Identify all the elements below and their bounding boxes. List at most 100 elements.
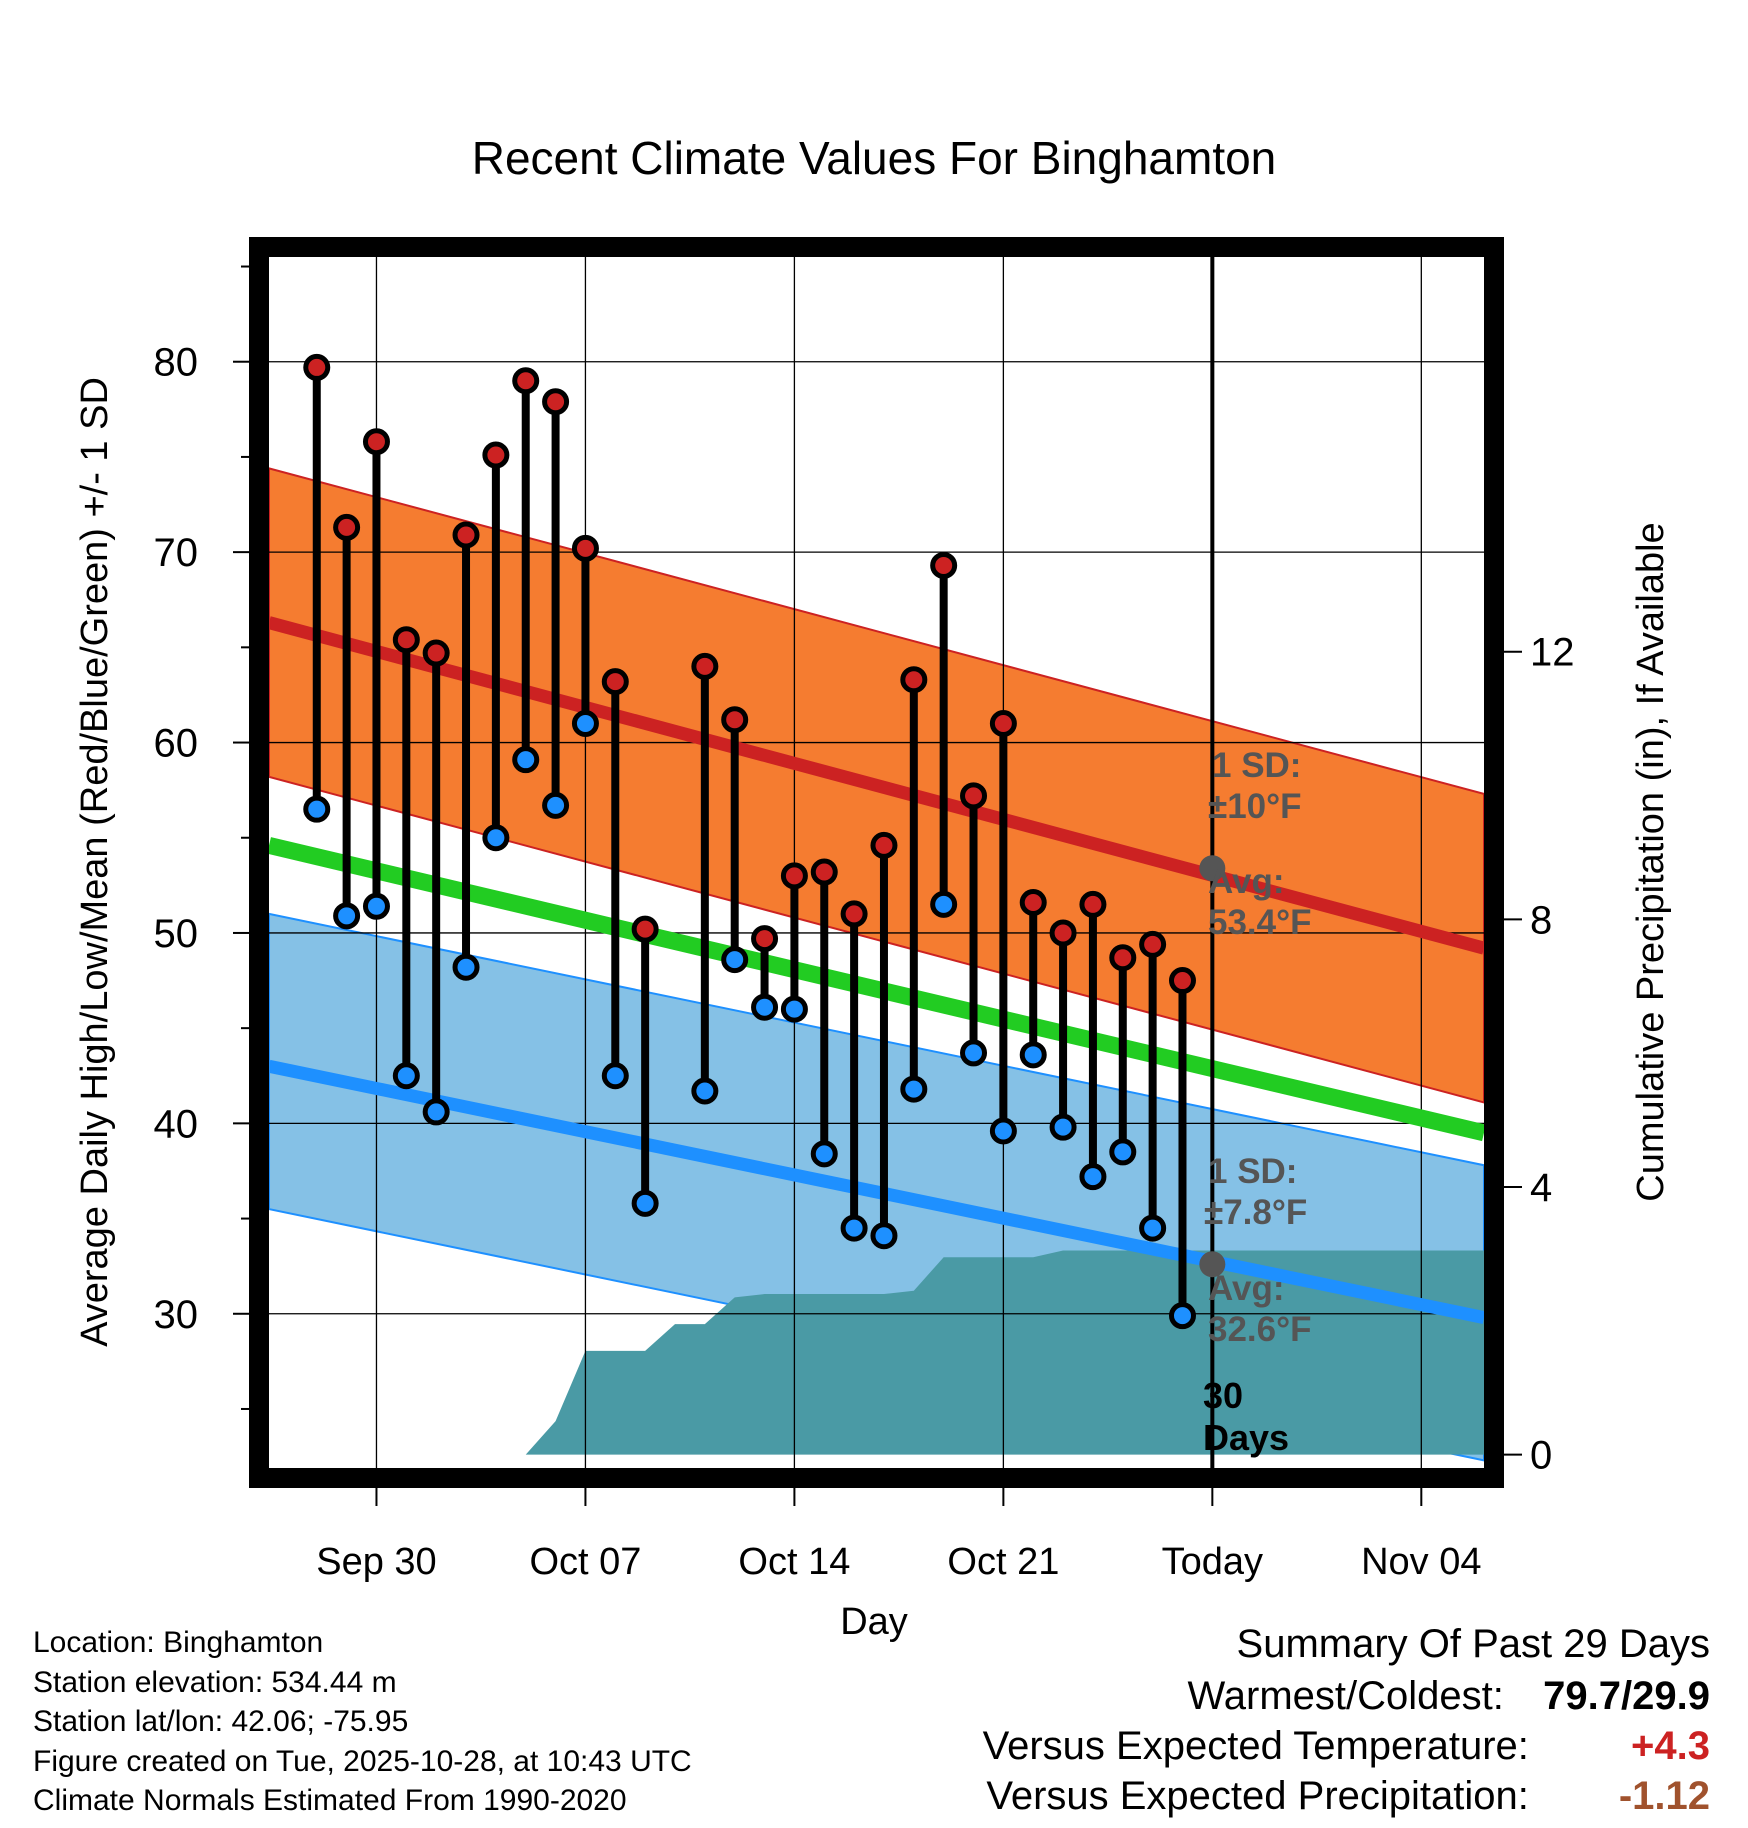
daily-high-point (960, 782, 988, 810)
today-average-markers (1199, 855, 1226, 1278)
daily-high-point (303, 353, 331, 381)
daily-high-point (751, 925, 779, 953)
y-tick-label: 50 (154, 912, 199, 956)
daily-low-point (422, 1098, 450, 1126)
y-tick-label: 80 (154, 341, 199, 385)
daily-low-point (482, 824, 510, 852)
annotation-low-avg-label: Avg: (1208, 1269, 1284, 1308)
info-latlon: Station lat/lon: 42.06; -75.95 (33, 1705, 409, 1738)
daily-points (303, 353, 1196, 1330)
daily-high-point (333, 513, 361, 541)
annotation-low-sd-label: 1 SD: (1208, 1152, 1297, 1191)
summary-precip-label: Versus Expected Precipitation: (986, 1774, 1529, 1818)
summary-precip: Versus Expected Precipitation: -1.12 (986, 1776, 1710, 1816)
y-tick-label: 40 (154, 1102, 199, 1146)
daily-high-point (930, 551, 958, 579)
today-low-average-marker (1199, 1251, 1226, 1278)
daily-low-point (542, 791, 570, 819)
daily-low-point (989, 1117, 1017, 1145)
daily-low-point (1079, 1163, 1107, 1191)
x-axis-label: Day (840, 1601, 908, 1643)
daily-high-point (1049, 919, 1077, 947)
annotation-low-sd-value: ±7.8°F (1204, 1193, 1307, 1232)
summary-temp: Versus Expected Temperature: +4.3 (983, 1726, 1710, 1766)
daily-high-point (870, 831, 898, 859)
daily-low-point (810, 1140, 838, 1168)
today-high-average-marker (1199, 855, 1226, 882)
annotation-high-avg-label: Avg: (1208, 862, 1284, 901)
annotation-window-number: 30 (1203, 1375, 1243, 1416)
summary-warm-cold-value: 79.7/29.9 (1543, 1674, 1710, 1718)
daily-high-point (601, 668, 629, 696)
info-location: Location: Binghamton (33, 1626, 324, 1659)
daily-low-point (362, 892, 390, 920)
daily-high-point (1139, 930, 1167, 958)
annotation-high-avg-value: 53.4°F (1208, 903, 1312, 942)
daily-low-point (780, 995, 808, 1023)
annotation-high-sd-value: ±10°F (1208, 787, 1302, 826)
daily-high-point (512, 367, 540, 395)
daily-low-point (631, 1189, 659, 1217)
daily-high-point (542, 388, 570, 416)
daily-high-point (1019, 888, 1047, 916)
daily-high-point (571, 534, 599, 562)
daily-high-point (810, 858, 838, 886)
annotation-high-sd-label: 1 SD: (1212, 746, 1301, 785)
daily-low-point (1019, 1041, 1047, 1069)
daily-low-point (452, 953, 480, 981)
x-tick-label: Oct 21 (947, 1541, 1059, 1583)
daily-high-point (1109, 944, 1137, 972)
daily-low-point (1139, 1214, 1167, 1242)
summary-temp-label: Versus Expected Temperature: (982, 1724, 1529, 1768)
daily-high-point (989, 710, 1017, 738)
plot-frame (249, 237, 1504, 1488)
normal-low-line (267, 1059, 1486, 1324)
daily-low-point (392, 1062, 420, 1090)
daily-low-point (691, 1077, 719, 1105)
daily-low-point (1168, 1302, 1196, 1330)
daily-low-point (571, 710, 599, 738)
y-tick-label: 30 (154, 1293, 199, 1337)
summary-warm-cold-label: Warmest/Coldest: (1187, 1674, 1504, 1718)
daily-low-point (960, 1039, 988, 1067)
y-tick-label: 60 (154, 722, 199, 766)
normal-high-line (267, 616, 1486, 955)
daily-low-point (751, 993, 779, 1021)
daily-low-point (870, 1222, 898, 1250)
daily-high-point (721, 706, 749, 734)
daily-high-point (780, 862, 808, 890)
daily-high-point (482, 441, 510, 469)
daily-low-point (930, 890, 958, 918)
daily-high-point (691, 652, 719, 680)
y-axis-label: Average Daily High/Low/Mean (Red/Blue/Gr… (74, 377, 116, 1347)
daily-high-point (631, 915, 659, 943)
annotation-low-avg-value: 32.6°F (1208, 1310, 1312, 1349)
x-tick-label: Nov 04 (1361, 1541, 1481, 1583)
daily-low-point (333, 902, 361, 930)
daily-low-point (1109, 1138, 1137, 1166)
daily-low-point (721, 946, 749, 974)
summary-heading: Summary Of Past 29 Days (1236, 1622, 1710, 1666)
summary-warm-cold: Warmest/Coldest: 79.7/29.9 (1188, 1676, 1711, 1716)
normal-lines (267, 616, 1486, 1324)
daily-low-point (840, 1214, 868, 1242)
daily-low-point (900, 1075, 928, 1103)
axes: 30 40 50 60 70 80 0 4 8 12 Sep 30 Oct 07 Oct 14 Oct 2… (154, 265, 1575, 1583)
daily-low-point (1049, 1113, 1077, 1141)
daily-high-point (452, 521, 480, 549)
y2-tick-label: 12 (1530, 631, 1575, 675)
daily-high-point (392, 626, 420, 654)
x-tick-label: Today (1162, 1541, 1263, 1583)
daily-high-point (362, 428, 390, 456)
daily-low-point (601, 1062, 629, 1090)
y2-tick-label: 4 (1530, 1166, 1552, 1210)
info-normals: Climate Normals Estimated From 1990-2020 (33, 1784, 627, 1817)
x-tick-label: Oct 07 (529, 1541, 641, 1583)
summary-precip-value: -1.12 (1618, 1774, 1710, 1818)
y2-axis-label: Cumulative Precipitation (in), If Availa… (1630, 522, 1672, 1201)
y2-tick-label: 0 (1530, 1434, 1552, 1478)
daily-high-point (1168, 967, 1196, 995)
daily-high-point (840, 900, 868, 928)
info-elevation: Station elevation: 534.44 m (33, 1666, 397, 1699)
